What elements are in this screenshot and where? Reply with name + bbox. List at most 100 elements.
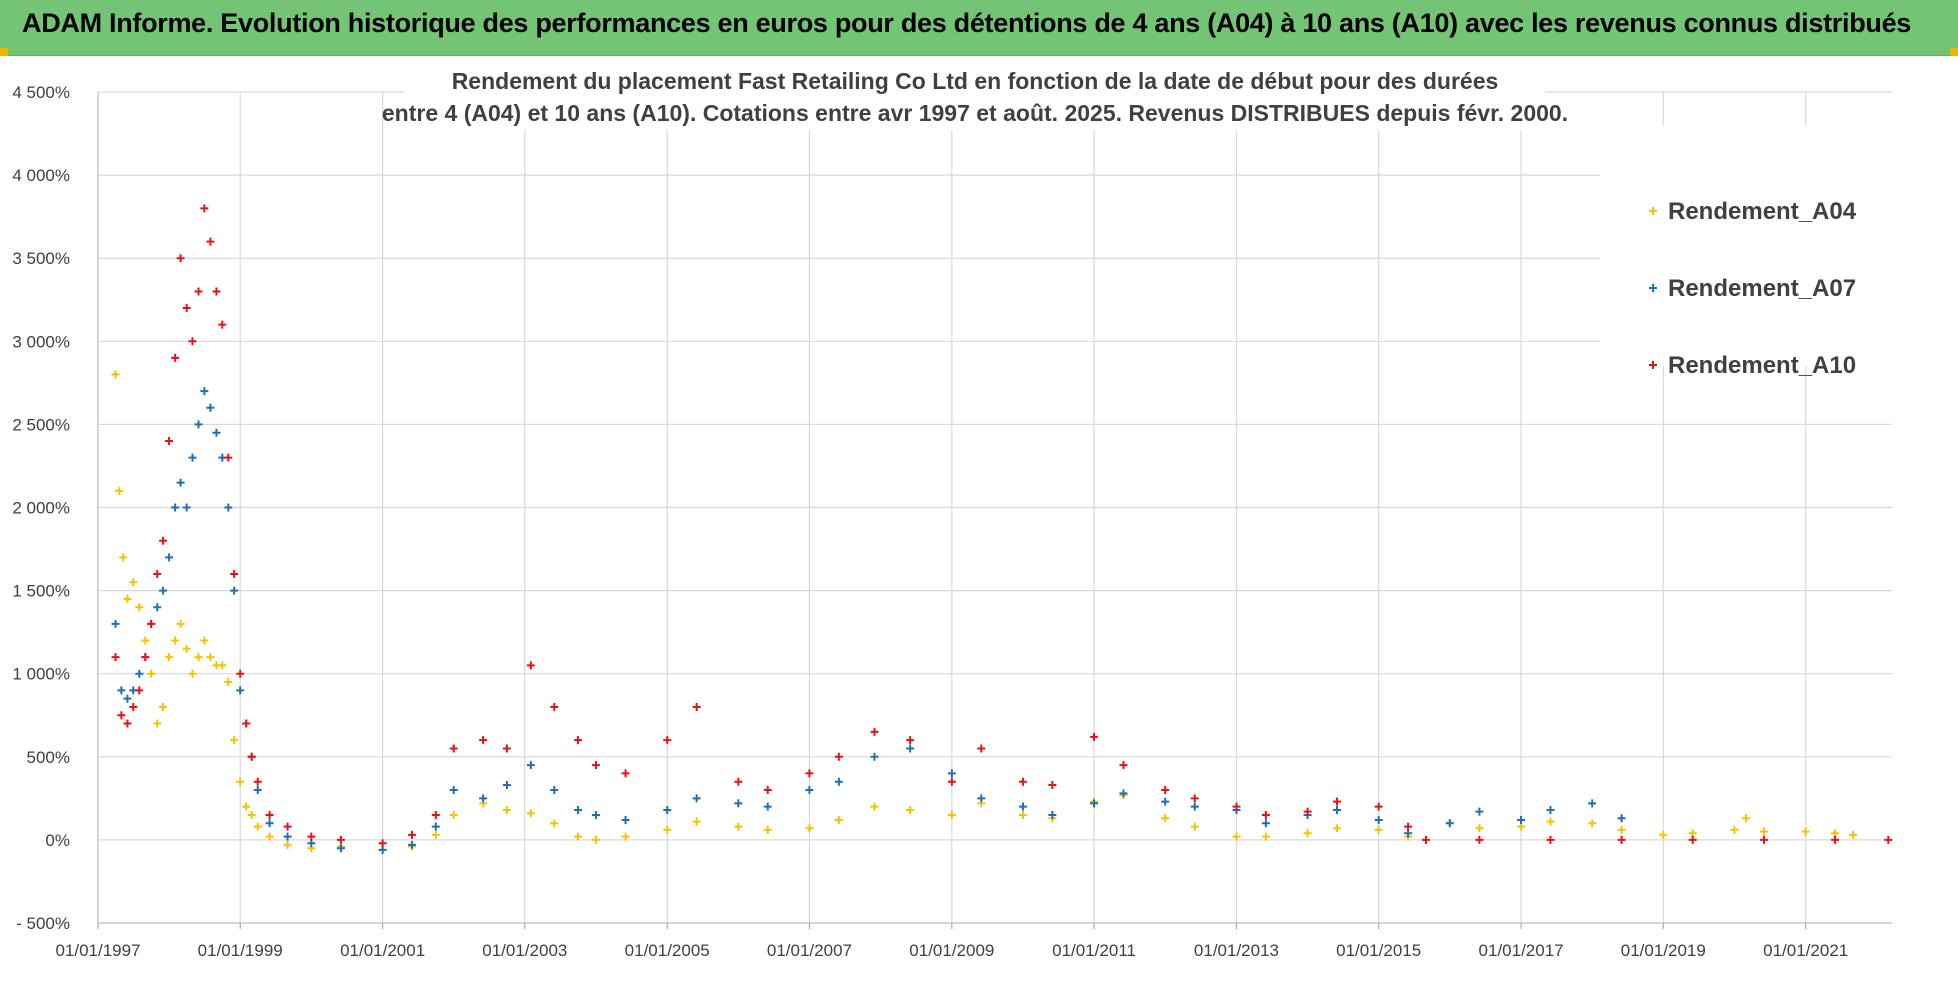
data-point (206, 403, 215, 412)
data-point (182, 644, 191, 653)
data-point (1190, 802, 1199, 811)
data-point (236, 686, 245, 695)
data-point (1374, 815, 1383, 824)
data-point (550, 819, 559, 828)
data-point (1190, 822, 1199, 831)
y-tick-label: 500% (27, 748, 70, 767)
y-tick-label: 4 500% (12, 83, 70, 102)
data-point (1546, 817, 1555, 826)
data-point (1090, 799, 1099, 808)
data-point (947, 810, 956, 819)
data-point (218, 320, 227, 329)
data-point (574, 736, 583, 745)
data-point (115, 486, 124, 495)
data-point (135, 603, 144, 612)
data-point (1742, 814, 1751, 823)
data-point (574, 805, 583, 814)
data-point (265, 832, 274, 841)
x-tick-label: 01/01/2013 (1194, 941, 1279, 960)
data-point (123, 694, 132, 703)
data-point (591, 761, 600, 770)
chart-subtitle: entre 4 (A04) et 10 ans (A10). Cotations… (382, 100, 1568, 126)
data-point (336, 835, 345, 844)
data-point (159, 536, 168, 545)
data-point (1261, 832, 1270, 841)
data-point (550, 786, 559, 795)
legend: Rendement_A04 Rendement_A07 Rendement_A1… (1600, 126, 1895, 379)
data-point (906, 736, 915, 745)
x-tick-label: 01/01/2011 (1052, 941, 1136, 960)
data-point (159, 586, 168, 595)
data-point (236, 669, 245, 678)
data-point (449, 810, 458, 819)
data-point (1332, 824, 1341, 833)
data-point (111, 370, 120, 379)
data-point (224, 678, 233, 687)
chart: - 500% 0% 500% 1 000% 1 500% 2 000% 2 500% 3 00… (12, 62, 1895, 960)
axes: - 500% 0% 500% 1 000% 1 500% 2 000% 2 500% 3 00… (12, 83, 1892, 960)
data-point (834, 752, 843, 761)
data-point (663, 805, 672, 814)
data-point (242, 802, 251, 811)
data-point (1475, 835, 1484, 844)
data-point (1475, 824, 1484, 833)
data-point (194, 653, 203, 662)
y-tick-label: 2 000% (12, 499, 70, 518)
data-point (805, 824, 814, 833)
data-point (253, 786, 262, 795)
data-point (1659, 830, 1668, 839)
data-point (153, 603, 162, 612)
x-tick-label: 01/01/2017 (1479, 941, 1564, 960)
data-point (247, 810, 256, 819)
data-point (947, 777, 956, 786)
data-point (502, 744, 511, 753)
data-point (1303, 807, 1312, 816)
data-point (159, 702, 168, 711)
data-point (165, 553, 174, 562)
data-point (692, 817, 701, 826)
data-point (1730, 825, 1739, 834)
x-tick-label: 01/01/1999 (198, 941, 283, 960)
data-point (1445, 819, 1454, 828)
data-point (734, 799, 743, 808)
data-point (1119, 761, 1128, 770)
data-point (378, 839, 387, 848)
data-point (111, 619, 120, 628)
data-point (550, 702, 559, 711)
data-point (265, 819, 274, 828)
data-point (1801, 827, 1810, 836)
banner-title: ADAM Informe. Evolution historique des p… (22, 8, 1912, 38)
data-point (1232, 802, 1241, 811)
data-point (1374, 802, 1383, 811)
data-point (188, 453, 197, 462)
data-point (230, 586, 239, 595)
legend-marker-icon (1649, 284, 1657, 292)
data-point (1588, 799, 1597, 808)
data-point (621, 832, 630, 841)
data-point (1517, 815, 1526, 824)
x-tick-label: 01/01/1997 (55, 941, 140, 960)
legend-label-a10: Rendement_A10 (1668, 352, 1856, 379)
x-tick-label: 01/01/2019 (1621, 941, 1706, 960)
data-point (182, 503, 191, 512)
data-point (1261, 810, 1270, 819)
data-point (135, 669, 144, 678)
data-point (206, 653, 215, 662)
data-point (734, 822, 743, 831)
legend-label-a07: Rendement_A07 (1668, 275, 1856, 302)
data-point (692, 794, 701, 803)
data-point (224, 503, 233, 512)
data-point (1831, 835, 1840, 844)
data-point (1018, 802, 1027, 811)
header-banner: ADAM Informe. Evolution historique des p… (0, 0, 1958, 56)
data-point (1161, 814, 1170, 823)
data-point (449, 744, 458, 753)
data-point (265, 810, 274, 819)
data-point (1688, 835, 1697, 844)
data-point (621, 815, 630, 824)
data-point (129, 702, 138, 711)
data-point (1232, 832, 1241, 841)
data-point (1048, 810, 1057, 819)
data-point (1332, 797, 1341, 806)
data-point (242, 719, 251, 728)
